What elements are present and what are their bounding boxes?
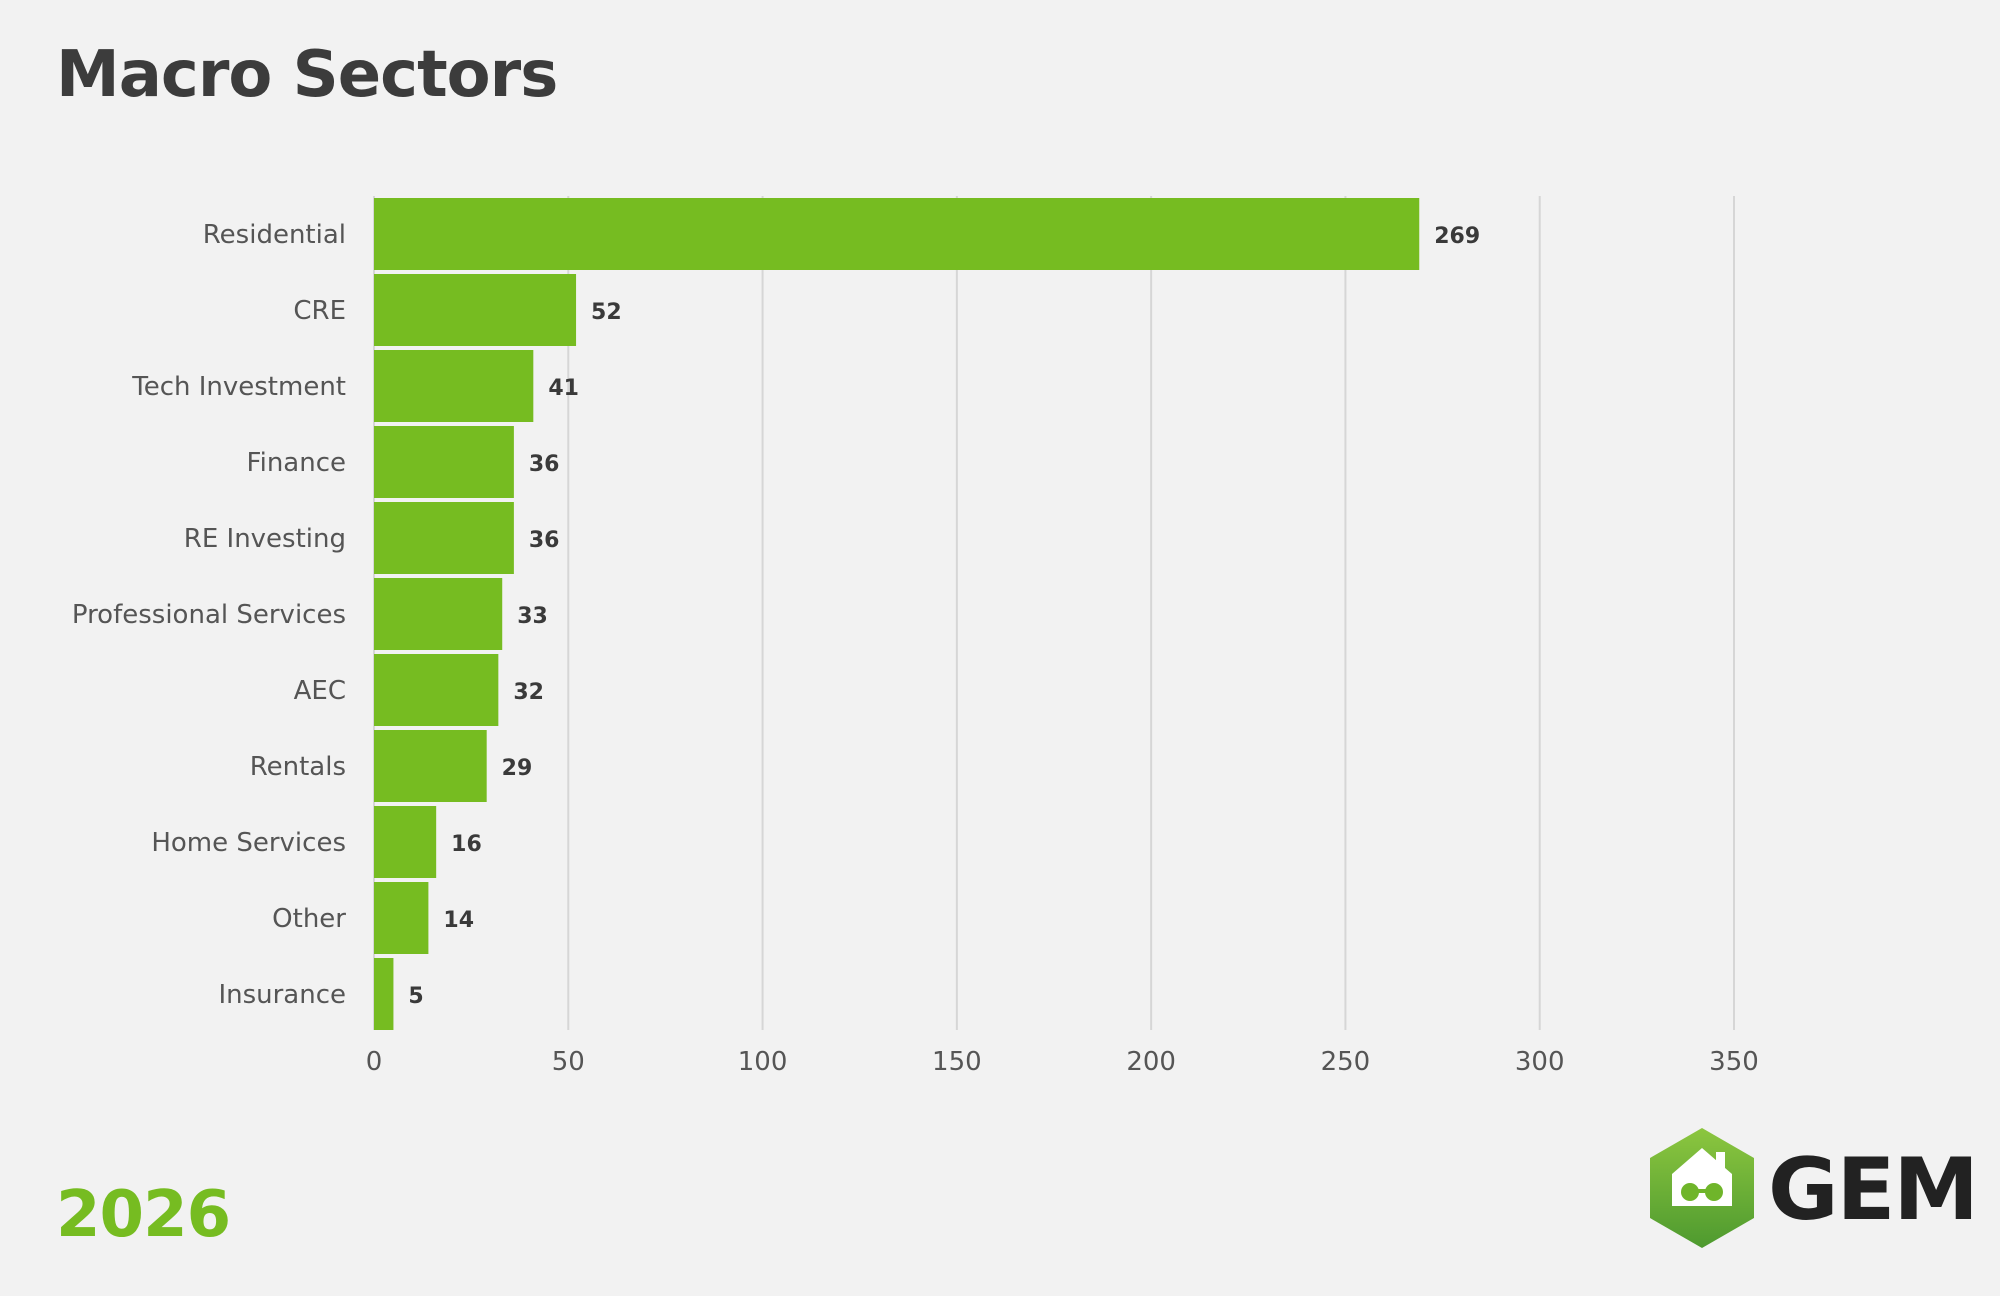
value-label: 14 (443, 908, 474, 933)
category-label: RE Investing (184, 524, 346, 554)
value-label: 269 (1434, 224, 1480, 249)
bar-insurance (374, 958, 394, 1030)
gridlines (373, 196, 1735, 1030)
bar-aec (374, 654, 499, 726)
category-label: Home Services (151, 828, 346, 858)
category-label: Tech Investment (131, 372, 346, 402)
category-labels: Residential CRE Tech Investment Finance RE I… (72, 220, 346, 1010)
value-label: 36 (529, 528, 560, 553)
category-label: Finance (247, 448, 346, 478)
x-tick-label: 100 (738, 1047, 788, 1077)
bar-cre (374, 274, 577, 346)
bar-chart: Residential CRE Tech Investment Finance RE I… (72, 196, 1759, 1077)
category-label: Other (272, 904, 346, 934)
value-label: 16 (451, 832, 482, 857)
x-tick-label: 350 (1709, 1047, 1759, 1077)
bar-other (374, 882, 429, 954)
value-labels: 269 52 41 36 36 33 32 29 16 14 5 (408, 224, 1480, 1009)
x-tick-label: 250 (1321, 1047, 1371, 1077)
category-label: Residential (203, 220, 346, 250)
value-label: 29 (502, 756, 533, 781)
x-tick-label: 150 (932, 1047, 982, 1077)
value-label: 52 (591, 300, 622, 325)
x-tick-label: 200 (1126, 1047, 1176, 1077)
category-label: CRE (293, 296, 346, 326)
x-axis-ticks: 0 50 100 150 200 250 300 350 (366, 1047, 1759, 1077)
bar-finance (374, 426, 514, 498)
bar-rentals (374, 730, 487, 802)
value-label: 41 (548, 376, 579, 401)
year-label: 2026 (56, 1178, 231, 1252)
value-label: 5 (408, 984, 423, 1009)
category-label: Rentals (250, 752, 346, 782)
bar-re-investing (374, 502, 514, 574)
bar-home-services (374, 806, 437, 878)
bar-residential (374, 198, 1420, 270)
x-tick-label: 50 (552, 1047, 585, 1077)
x-tick-label: 0 (366, 1047, 383, 1077)
category-label: Insurance (218, 980, 346, 1010)
category-label: Professional Services (72, 600, 346, 630)
bar-professional-services (374, 578, 503, 650)
chart-title: Macro Sectors (56, 38, 558, 112)
x-tick-label: 300 (1515, 1047, 1565, 1077)
value-label: 33 (517, 604, 548, 629)
category-label: AEC (294, 676, 346, 706)
bar-tech-investment (374, 350, 534, 422)
brand-name: GEM (1768, 1140, 1979, 1240)
value-label: 32 (513, 680, 544, 705)
bars (374, 198, 1420, 1030)
gem-logo-icon (1650, 1128, 1754, 1248)
value-label: 36 (529, 452, 560, 477)
